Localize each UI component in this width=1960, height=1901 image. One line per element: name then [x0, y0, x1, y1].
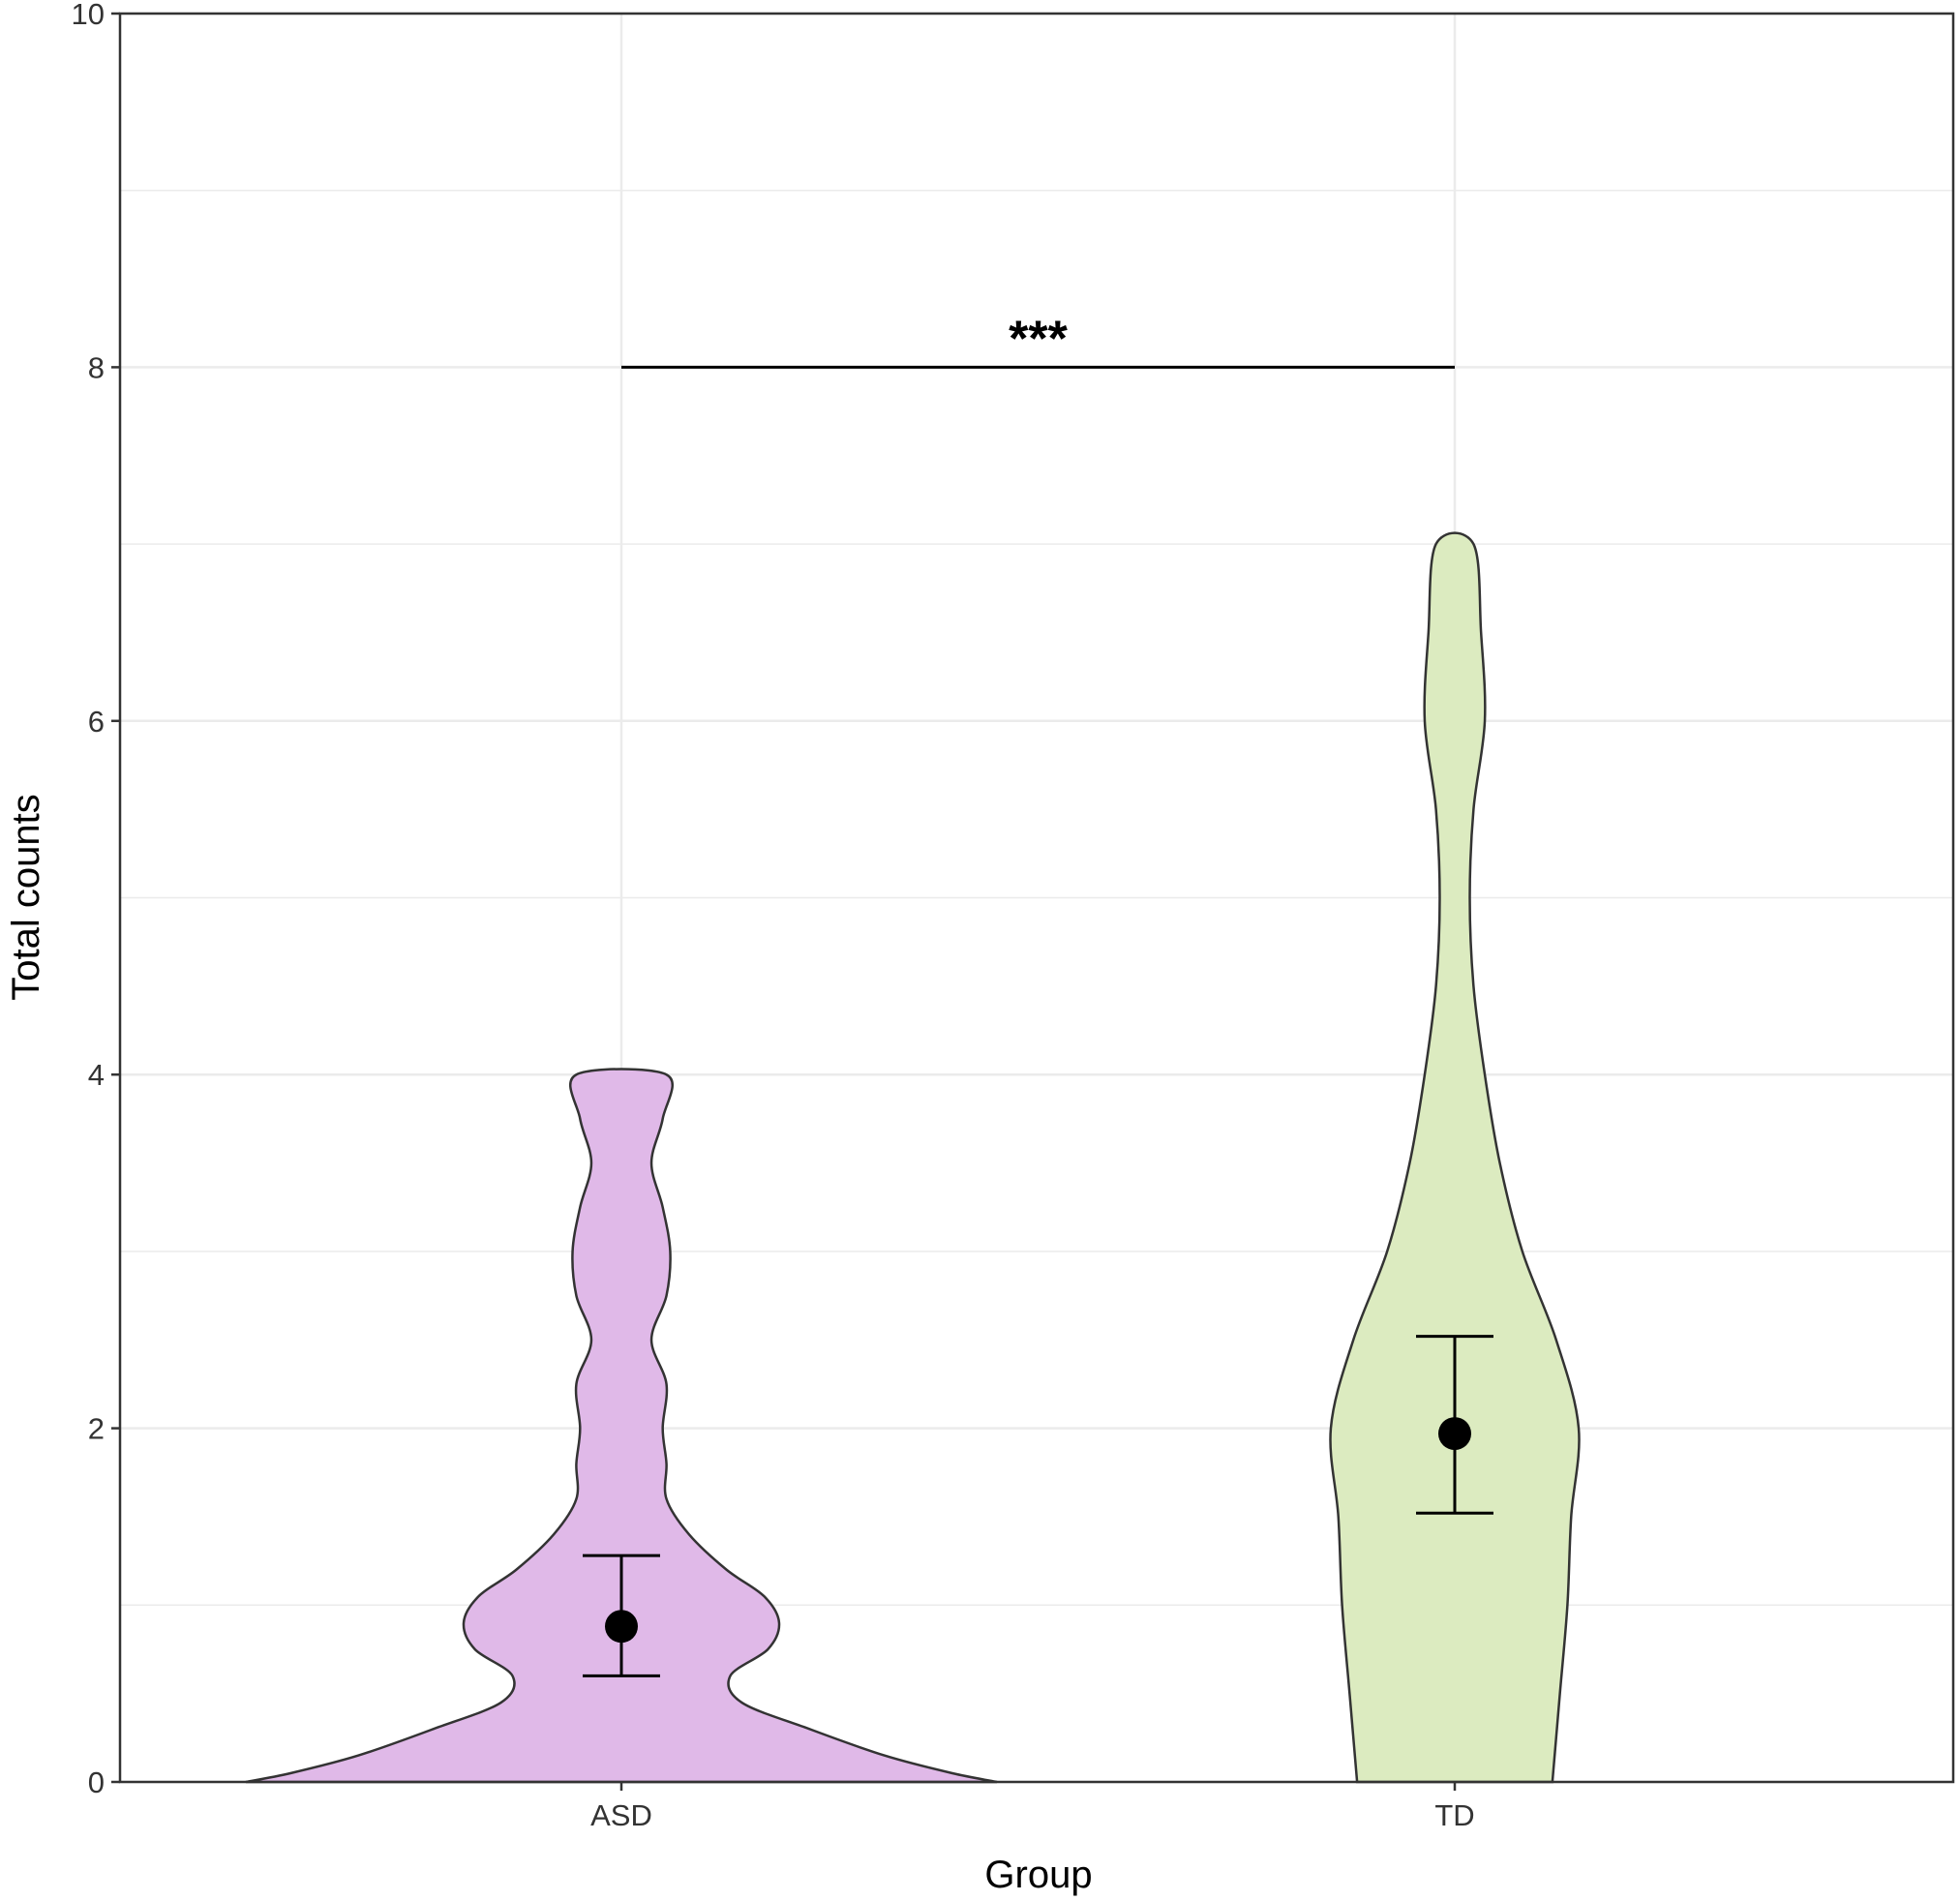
violin-asd: [245, 1068, 998, 1784]
x-tick-label-asd: ASD: [590, 1798, 652, 1832]
violin-td: [1329, 531, 1581, 1784]
mean-point-asd: [605, 1610, 638, 1644]
plot-border: [118, 12, 1955, 1784]
violins: [245, 531, 1581, 1784]
significance-annotation: ***: [621, 311, 1455, 369]
y-tick-label: 6: [88, 705, 105, 739]
y-tick-label: 8: [88, 350, 105, 384]
y-tick-label: 10: [72, 0, 105, 31]
mean-point-td: [1438, 1417, 1471, 1451]
significance-label: ***: [1009, 311, 1068, 367]
y-tick-label: 4: [88, 1058, 105, 1092]
y-tick-label: 2: [88, 1412, 105, 1446]
y-axis-title: Total counts: [5, 794, 47, 1000]
y-tick-label: 0: [88, 1765, 105, 1799]
summary-stats: [583, 1335, 1493, 1677]
x-axis-title: Group: [984, 1854, 1092, 1896]
axes: 0 2 4 6 8 10 ASD TD: [72, 0, 1475, 1832]
x-tick-label-td: TD: [1434, 1798, 1474, 1832]
